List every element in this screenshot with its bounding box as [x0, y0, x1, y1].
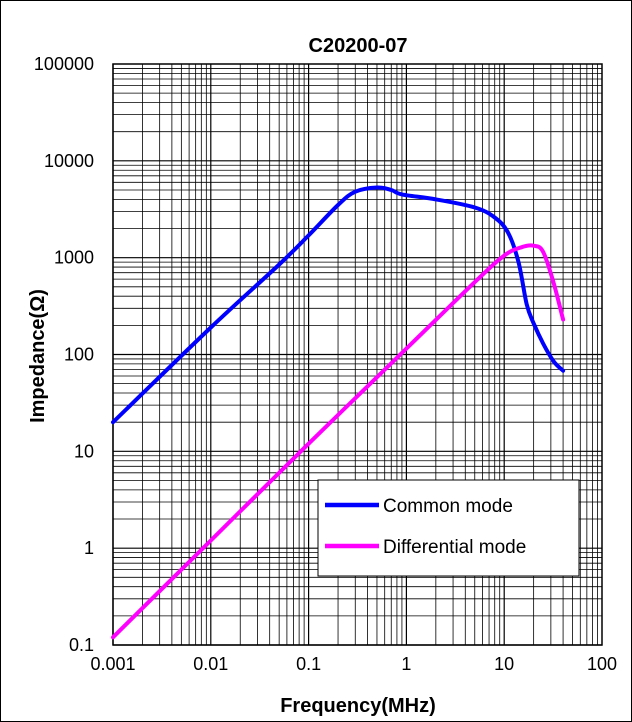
x-axis-label: Frequency(MHz)	[280, 695, 436, 717]
legend-label-common-mode: Common mode	[383, 496, 513, 517]
y-tick-label: 10000	[44, 151, 94, 171]
legend-label-differential-mode: Differential mode	[383, 537, 526, 558]
x-tick-label: 0.001	[90, 654, 135, 674]
series-layer	[111, 185, 566, 640]
legend-box	[317, 479, 580, 577]
y-tick-label: 1	[84, 538, 94, 558]
y-tick-label: 0.1	[69, 635, 94, 655]
series-line-differential-mode	[111, 243, 566, 640]
x-tick-label: 1	[401, 654, 411, 674]
chart-title: C20200-07	[309, 35, 408, 57]
x-tick-label: 100	[587, 654, 617, 674]
y-tick-label: 1000	[54, 248, 94, 268]
y-tick-label: 10	[74, 441, 94, 461]
y-tick-label: 100000	[34, 54, 94, 74]
legend: Common mode Differential mode	[317, 479, 580, 577]
tick-labels: 0.001 0.01 0.1 1 10 100 0.1 1 10 100 1000 10000 1000…	[34, 54, 617, 674]
y-tick-label: 100	[64, 345, 94, 365]
series-line-common-mode	[111, 185, 566, 425]
x-tick-label: 10	[494, 654, 514, 674]
y-axis-label: Impedance(Ω)	[27, 289, 49, 423]
x-tick-label: 0.01	[193, 654, 228, 674]
x-tick-label: 0.1	[296, 654, 321, 674]
plot-border	[112, 63, 603, 646]
